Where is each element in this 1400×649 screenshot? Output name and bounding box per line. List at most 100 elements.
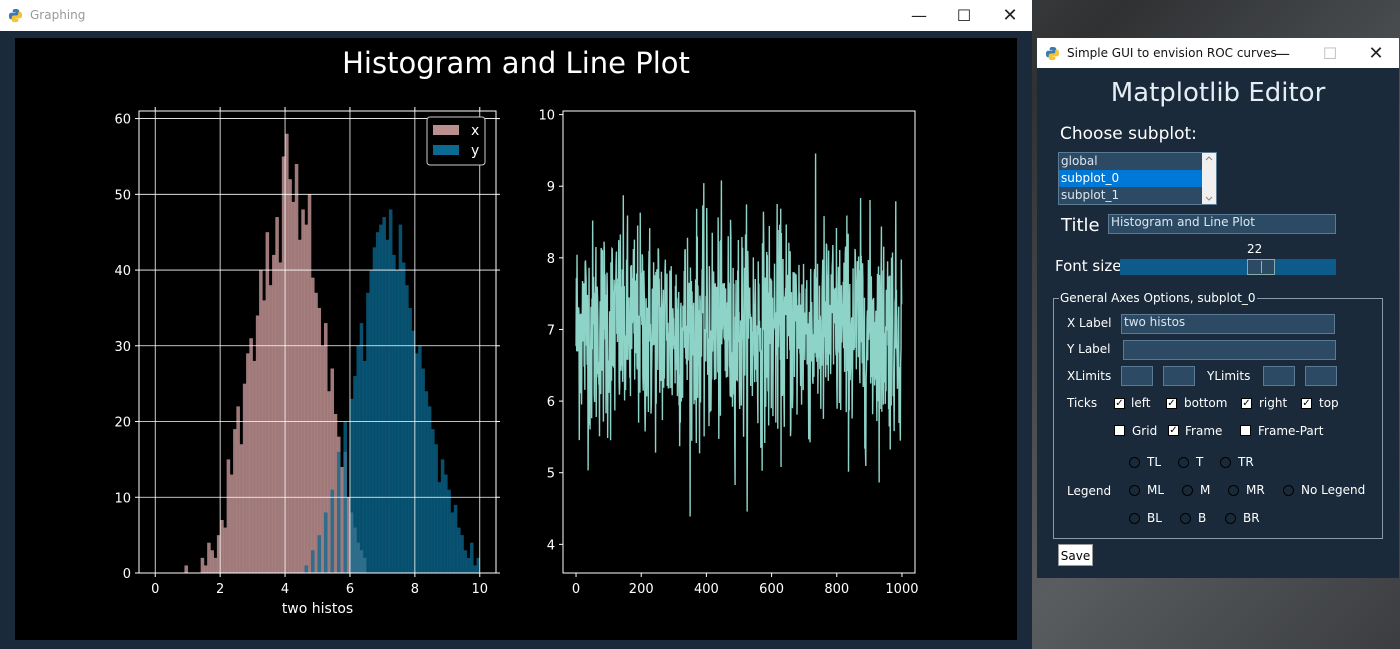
- hist-bar-x: [236, 406, 240, 573]
- hist-bar-y: [460, 535, 464, 573]
- subplot-listbox[interactable]: global subplot_0 subplot_1: [1058, 152, 1217, 205]
- hist-bar-x: [242, 383, 247, 573]
- hist-xtick-label: 10: [471, 582, 488, 597]
- hist-bar-y: [311, 550, 315, 573]
- line-ytick-label: 9: [547, 180, 555, 195]
- hist-bar-y: [457, 527, 461, 573]
- xlabel-input[interactable]: two histos: [1121, 314, 1335, 334]
- hist-frame: [138, 110, 497, 574]
- legend-none-radio[interactable]: [1283, 485, 1294, 496]
- font-size-label: Font size: [1055, 257, 1122, 275]
- legend-m-radio[interactable]: [1182, 485, 1193, 496]
- save-button[interactable]: Save: [1058, 544, 1093, 566]
- hist-bar-x: [323, 323, 328, 573]
- line-ytick-label: 10: [538, 109, 555, 124]
- hist-bar-x: [314, 292, 318, 573]
- line-xtick-label: 0: [572, 582, 580, 597]
- hist-bar-y: [379, 224, 383, 573]
- tick-top-label: top: [1319, 396, 1339, 410]
- hist-bar-y: [366, 292, 370, 573]
- hist-bar-x: [184, 565, 188, 573]
- grid-checkbox[interactable]: [1114, 425, 1125, 436]
- close-button[interactable]: ✕: [1002, 5, 1018, 26]
- axes-options-title: General Axes Options, subplot_0: [1059, 291, 1257, 305]
- ylimit-min-input[interactable]: [1263, 366, 1295, 386]
- tick-right-checkbox[interactable]: ✓: [1241, 398, 1252, 409]
- hist-bar-x: [210, 550, 214, 573]
- hist-bar-x: [281, 156, 286, 573]
- maximize-button[interactable]: ☐: [1322, 43, 1338, 63]
- legend-tl-label: TL: [1147, 455, 1162, 469]
- legend-ml-radio[interactable]: [1129, 485, 1140, 496]
- legend-mr-radio[interactable]: [1228, 485, 1239, 496]
- legend-t-radio[interactable]: [1178, 457, 1189, 468]
- hist-bar-y: [349, 398, 354, 573]
- legend-ml-label: ML: [1147, 483, 1165, 497]
- maximize-button[interactable]: ☐: [956, 6, 972, 25]
- tick-top-checkbox[interactable]: ✓: [1301, 398, 1312, 409]
- minimize-button[interactable]: —: [1274, 43, 1290, 63]
- hist-bar-x: [200, 557, 205, 573]
- hist-ytick-label: 50: [114, 188, 131, 203]
- legend-t-label: T: [1196, 455, 1204, 469]
- frame-checkbox[interactable]: ✓: [1168, 425, 1179, 436]
- legend-tl-radio[interactable]: [1129, 457, 1140, 468]
- xlimit-min-input[interactable]: [1121, 366, 1153, 386]
- editor-window: Simple GUI to envision ROC curves — ☐ ✕ …: [1037, 38, 1399, 578]
- tick-bottom-checkbox[interactable]: ✓: [1166, 398, 1177, 409]
- legend-bl-radio[interactable]: [1129, 513, 1140, 524]
- legend-br-radio[interactable]: [1225, 513, 1236, 524]
- hist-bar-y: [411, 330, 416, 573]
- line-ytick-label: 4: [547, 538, 555, 553]
- graphing-titlebar[interactable]: Graphing — ☐ ✕: [0, 0, 1032, 31]
- hist-ytick-label: 30: [114, 340, 131, 355]
- close-button[interactable]: ✕: [1368, 42, 1384, 64]
- frame-part-checkbox[interactable]: [1240, 425, 1251, 436]
- title-input[interactable]: Histogram and Line Plot: [1108, 214, 1336, 234]
- hist-bar-x: [246, 353, 250, 573]
- hist-bar-x: [301, 209, 305, 573]
- line-ytick-label: 8: [547, 252, 555, 267]
- legend-m-label: M: [1200, 483, 1211, 497]
- line-xtick-label: 600: [759, 582, 784, 597]
- legend-swatch-y: [433, 145, 459, 155]
- listbox-scrollbar[interactable]: [1202, 153, 1216, 204]
- hist-bar-y: [427, 406, 432, 573]
- hist-bar-y: [440, 459, 445, 573]
- font-size-slider-handle[interactable]: [1247, 259, 1275, 275]
- ylimit-max-input[interactable]: [1305, 366, 1337, 386]
- subplot-option-0[interactable]: subplot_0: [1059, 170, 1216, 187]
- hist-xtick-label: 6: [346, 582, 354, 597]
- legend-br-label: BR: [1243, 511, 1260, 525]
- hist-bar-y: [466, 557, 471, 573]
- grid-label: Grid: [1132, 424, 1158, 438]
- hist-bar-x: [307, 194, 312, 574]
- legend-tr-radio[interactable]: [1220, 457, 1231, 468]
- legend-label: Legend: [1067, 484, 1112, 498]
- xlimit-max-input[interactable]: [1163, 366, 1195, 386]
- minimize-button[interactable]: —: [911, 6, 927, 25]
- editor-titlebar[interactable]: Simple GUI to envision ROC curves — ☐ ✕: [1037, 38, 1399, 68]
- frame-part-label: Frame-Part: [1258, 424, 1324, 438]
- xlabel-label: X Label: [1067, 316, 1112, 330]
- legend-b-label: B: [1198, 511, 1207, 525]
- hist-bar-y: [444, 474, 448, 573]
- hist-bar-y: [405, 285, 409, 573]
- font-size-slider[interactable]: [1120, 259, 1336, 275]
- subplot-option-global[interactable]: global: [1061, 154, 1098, 168]
- hist-bar-y: [392, 254, 396, 573]
- figure-suptitle: Histogram and Line Plot: [342, 46, 690, 80]
- hist-bar-x: [304, 224, 309, 573]
- hist-ytick-label: 40: [114, 264, 131, 279]
- legend-label-x: x: [471, 123, 479, 139]
- figure-svg: 0 2 4 6 8 10 0 10 20 30 40 50 60 two histos xy 0 200 400 6…: [114, 107, 919, 617]
- tick-left-checkbox[interactable]: ✓: [1114, 398, 1125, 409]
- subplot-option-1[interactable]: subplot_1: [1061, 188, 1120, 202]
- hist-bar-x: [249, 338, 253, 573]
- window-title: Graphing: [30, 8, 86, 22]
- line-ytick-label: 5: [547, 467, 555, 482]
- legend-b-radio[interactable]: [1180, 513, 1191, 524]
- hist-bar-y: [398, 224, 403, 573]
- hist-bar-y: [424, 391, 429, 573]
- ylabel-input[interactable]: [1123, 340, 1336, 360]
